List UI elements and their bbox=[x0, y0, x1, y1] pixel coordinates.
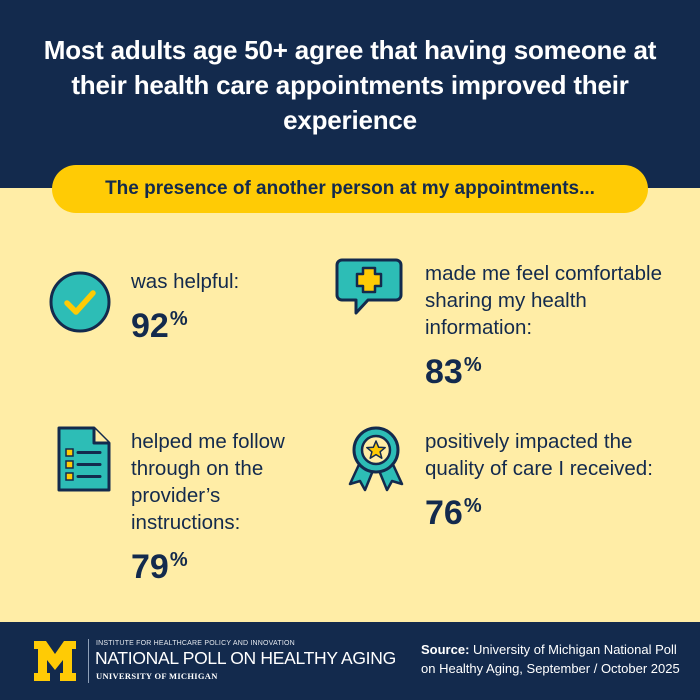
institute-name: INSTITUTE FOR HEALTHCARE POLICY AND INNO… bbox=[96, 640, 295, 647]
stat-value: 79% bbox=[131, 548, 188, 586]
stat-value: 83% bbox=[425, 353, 482, 391]
university-logo-icon bbox=[34, 641, 76, 681]
stat-helpful: was helpful: 92% bbox=[131, 268, 321, 346]
source-label: Source: bbox=[421, 642, 470, 657]
stat-quality-of-care: positively impacted the quality of care … bbox=[425, 428, 685, 533]
stat-label: was helpful: bbox=[131, 270, 240, 293]
document-checklist-icon bbox=[57, 426, 111, 492]
stat-label: made me feel comfortable sharing my heal… bbox=[425, 262, 663, 339]
chat-bubble-plus-icon bbox=[335, 258, 403, 315]
stat-label: positively impacted the quality of care … bbox=[425, 430, 653, 480]
stat-value: 76% bbox=[425, 494, 482, 532]
subtitle-banner: The presence of another person at my app… bbox=[52, 165, 648, 213]
source-citation: Source: University of Michigan National … bbox=[421, 640, 691, 678]
checkmark-circle-icon bbox=[49, 271, 111, 333]
stat-follow-instructions: helped me follow through on the provider… bbox=[131, 428, 321, 587]
page-title: Most adults age 50+ agree that having so… bbox=[43, 35, 657, 135]
stat-comfortable-sharing: made me feel comfortable sharing my heal… bbox=[425, 260, 685, 392]
poll-name: NATIONAL POLL ON HEALTHY AGING bbox=[95, 648, 396, 668]
source-text: University of Michigan National Poll on … bbox=[421, 642, 680, 676]
header-band bbox=[0, 0, 700, 188]
award-ribbon-star-icon bbox=[348, 426, 404, 492]
footer: INSTITUTE FOR HEALTHCARE POLICY AND INNO… bbox=[0, 622, 700, 700]
footer-divider bbox=[88, 639, 89, 683]
stat-value: 92% bbox=[131, 307, 188, 345]
stat-label: helped me follow through on the provider… bbox=[131, 430, 285, 534]
university-name: UNIVERSITY OF MICHIGAN bbox=[96, 671, 218, 681]
